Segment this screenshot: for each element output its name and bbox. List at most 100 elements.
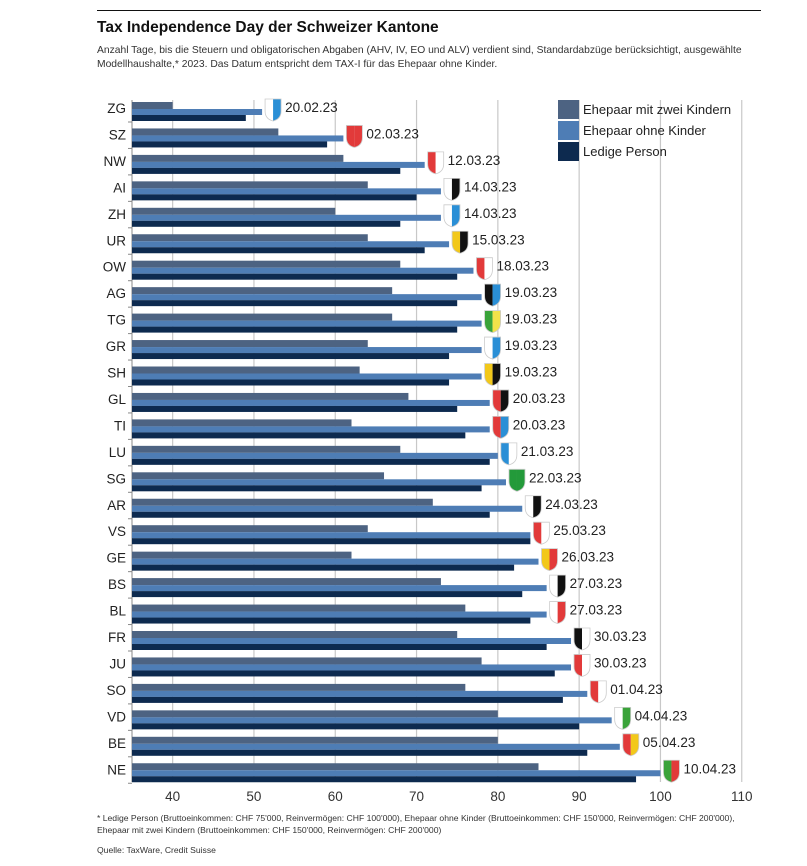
icon-outline (264, 98, 282, 122)
coat-of-arms-zg-icon (265, 99, 282, 121)
bar-ledige-person (132, 220, 401, 227)
coat-of-arms-ti-icon (492, 416, 509, 439)
coat-of-arms-ur-icon (452, 231, 469, 254)
coat-of-arms-so-icon (590, 680, 607, 703)
date-annotation: 27.03.23 (570, 576, 623, 591)
date-annotation: 26.03.23 (562, 550, 615, 565)
icon-outline (532, 521, 550, 545)
bar-ledige-person (132, 776, 637, 783)
bar-ehepaar-ohne-kinder (132, 241, 450, 248)
icon-outline (573, 654, 591, 677)
bar-ehepaar-ohne-kinder (132, 161, 425, 168)
bar-ledige-person (132, 379, 450, 386)
bar-ehepaar-mit-zwei-kindern (132, 710, 498, 718)
category-label: VS (108, 524, 126, 539)
coat-of-arms-sh-icon (484, 363, 501, 386)
bar-ehepaar-ohne-kinder (132, 558, 539, 565)
category-label: NE (107, 762, 126, 777)
coat-of-arms-tg-icon (484, 310, 501, 333)
category-label: GE (106, 551, 126, 566)
coat-of-arms-vd-icon (614, 707, 631, 730)
bar-ehepaar-ohne-kinder (132, 373, 482, 380)
category-label: NW (104, 154, 127, 169)
bar-ledige-person (132, 432, 466, 439)
date-annotation: 24.03.23 (545, 497, 598, 512)
bar-ehepaar-ohne-kinder (132, 188, 441, 195)
bar-ledige-person (132, 326, 458, 333)
bar-ehepaar-mit-zwei-kindern (132, 366, 360, 374)
bar-ehepaar-mit-zwei-kindern (132, 313, 393, 321)
bar-ehepaar-mit-zwei-kindern (132, 604, 466, 612)
icon-outline (476, 257, 493, 281)
coat-of-arms-ne-icon (663, 760, 680, 783)
category-label: JU (110, 656, 127, 671)
bar-ehepaar-mit-zwei-kindern (132, 657, 482, 665)
bar-ehepaar-mit-zwei-kindern (132, 525, 368, 533)
category-label: SG (106, 471, 126, 486)
category-label: ZH (108, 207, 126, 222)
bar-ehepaar-mit-zwei-kindern (132, 419, 352, 427)
bar-ehepaar-ohne-kinder (132, 347, 482, 354)
legend-label: Ledige Person (583, 144, 667, 159)
bar-ehepaar-ohne-kinder (132, 399, 490, 406)
legend-swatch (558, 142, 579, 161)
icon-outline (663, 759, 680, 783)
coat-of-arms-bs-icon (549, 575, 566, 598)
bar-ledige-person (132, 167, 401, 174)
icon-outline (549, 601, 567, 624)
category-label: FR (108, 630, 126, 645)
bar-ehepaar-ohne-kinder (132, 743, 620, 750)
bar-ehepaar-ohne-kinder (132, 267, 474, 274)
coat-of-arms-sg-icon (508, 469, 525, 492)
bar-ledige-person (132, 617, 531, 624)
bar-ehepaar-mit-zwei-kindern (132, 392, 409, 400)
coat-of-arms-ge-icon (541, 548, 558, 571)
legend-item: Ehepaar ohne Kinder (558, 120, 731, 141)
chart-title: Tax Independence Day der Schweizer Kanto… (97, 19, 439, 36)
bar-ehepaar-ohne-kinder (132, 320, 482, 327)
bar-ehepaar-mit-zwei-kindern (132, 631, 458, 638)
icon-outline (484, 283, 501, 307)
bar-ehepaar-ohne-kinder (132, 690, 588, 697)
legend-swatch (558, 121, 579, 140)
legend-label: Ehepaar mit zwei Kindern (583, 102, 732, 117)
icon-outline (484, 363, 501, 386)
bar-ledige-person (132, 696, 563, 703)
x-tick-label: 70 (409, 789, 424, 804)
legend-item: Ledige Person (558, 141, 731, 162)
icon-outline (524, 495, 542, 519)
bar-ehepaar-mit-zwei-kindern (132, 287, 393, 295)
coat-of-arms-gr-icon (484, 337, 501, 360)
date-annotation: 20.03.23 (513, 391, 566, 406)
category-label: AR (107, 498, 126, 513)
icon-outline (492, 389, 510, 413)
coat-of-arms-zh-icon (443, 204, 460, 227)
source-note: Quelle: TaxWare, Credit Suisse (97, 845, 216, 855)
bar-ehepaar-mit-zwei-kindern (132, 578, 441, 586)
category-label: SH (107, 366, 126, 381)
category-label: GL (108, 392, 127, 407)
category-label: SZ (109, 127, 126, 142)
category-label: ZG (107, 101, 126, 116)
category-label: AI (113, 180, 126, 195)
bar-ehepaar-mit-zwei-kindern (132, 683, 466, 691)
coat-of-arms-bl-icon (549, 601, 566, 624)
icon-outline (508, 468, 526, 492)
bar-ledige-person (132, 458, 490, 465)
bar-ehepaar-ohne-kinder (132, 479, 506, 486)
date-annotation: 20.03.23 (513, 417, 566, 432)
bar-ehepaar-mit-zwei-kindern (132, 260, 401, 268)
bar-ehepaar-mit-zwei-kindern (132, 154, 344, 162)
x-tick-label: 60 (328, 789, 343, 804)
bar-ehepaar-mit-zwei-kindern (132, 472, 385, 480)
x-tick-label: 50 (246, 789, 261, 804)
coat-of-arms-ow-icon (476, 257, 493, 280)
bar-ehepaar-ohne-kinder (132, 770, 661, 777)
bar-ledige-person (132, 670, 555, 677)
icon-outline (484, 336, 501, 360)
bar-ehepaar-ohne-kinder (132, 532, 531, 539)
bar-ledige-person (132, 247, 425, 254)
bar-ehepaar-mit-zwei-kindern (132, 736, 498, 744)
bar-ehepaar-ohne-kinder (132, 109, 263, 115)
